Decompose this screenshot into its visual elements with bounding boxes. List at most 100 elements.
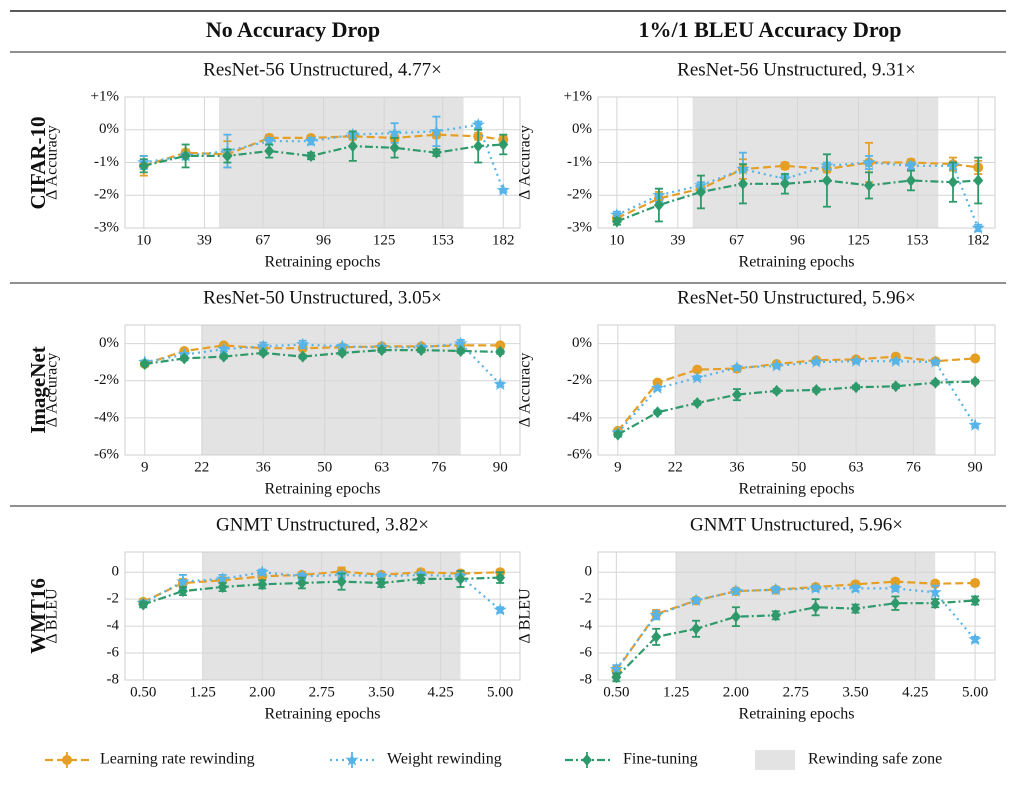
series-line [616, 161, 980, 229]
marker [770, 358, 784, 372]
x-tick-label: 0.50 [603, 684, 629, 700]
marker [176, 574, 190, 588]
chart-title: ResNet-56 Unstructured, 4.77× [203, 59, 442, 80]
marker [431, 146, 442, 159]
x-tick-label: 153 [431, 232, 454, 248]
marker [256, 339, 270, 352]
marker [297, 350, 308, 363]
marker [306, 149, 317, 162]
marker [612, 428, 623, 441]
legend-label: Weight rewinding [387, 751, 502, 768]
row-label: CIFAR-10 [26, 117, 50, 210]
y-tick-label: -6 [580, 644, 593, 660]
x-tick-label: 2.75 [309, 684, 335, 700]
marker [389, 141, 400, 154]
plot-frame [124, 96, 521, 229]
y-axis-label: Δ Accuracy [517, 125, 534, 200]
chart-panel: ResNet-50 Unstructured, 5.96× Retraining … [517, 287, 996, 498]
x-tick-label: 5.00 [487, 684, 513, 700]
marker [848, 581, 863, 594]
x-tick-label: 96 [790, 232, 806, 248]
chart-title: ResNet-50 Unstructured, 3.05× [203, 287, 442, 308]
x-tick-label: 90 [968, 459, 983, 475]
y-tick-label: -2% [567, 187, 592, 203]
column-header: 1%/1 BLEU Accuracy Drop [639, 17, 902, 42]
y-tick-label: -2% [94, 372, 119, 388]
marker [495, 340, 506, 351]
y-tick-label: +1% [91, 88, 119, 104]
legend-label: Learning rate rewinding [100, 751, 255, 768]
marker [689, 593, 703, 607]
marker [296, 576, 307, 589]
y-tick-label: -4% [567, 409, 592, 425]
marker [947, 176, 958, 189]
marker [611, 671, 622, 684]
x-tick-label: 39 [197, 232, 212, 248]
marker [387, 126, 402, 139]
marker [695, 185, 706, 198]
x-tick-label: 50 [317, 459, 332, 475]
x-tick-label: 50 [791, 459, 806, 475]
marker [217, 581, 228, 594]
series-line [615, 587, 976, 670]
x-tick-label: 4.25 [428, 684, 454, 700]
y-tick-label: +1% [564, 88, 592, 104]
x-tick-label: 125 [847, 232, 870, 248]
y-axis-label: Δ Accuracy [44, 125, 61, 200]
marker [862, 155, 876, 169]
marker [928, 585, 942, 599]
series-line [615, 599, 976, 679]
x-axis-label: Retraining epochs [739, 706, 855, 723]
y-tick-label: -4% [94, 409, 119, 425]
marker [968, 418, 982, 431]
x-tick-label: 1.25 [190, 684, 216, 700]
y-axis-label: Δ Accuracy [44, 353, 61, 428]
x-tick-label: 5.00 [962, 684, 988, 700]
marker [255, 565, 269, 578]
marker [930, 597, 941, 610]
series-line [142, 576, 501, 606]
plot-frame [124, 324, 521, 456]
marker [730, 360, 744, 374]
marker [973, 174, 984, 187]
chart-panel: GNMT Unstructured, 3.82× Retraining epoch… [44, 514, 521, 723]
marker [496, 183, 510, 196]
marker [650, 381, 665, 394]
marker [968, 632, 982, 646]
x-tick-label: 3.50 [368, 684, 394, 700]
series-line [143, 143, 504, 167]
marker [217, 342, 231, 355]
x-tick-label: 9 [614, 459, 622, 475]
x-tick-label: 63 [374, 459, 389, 475]
x-tick-label: 36 [729, 459, 745, 475]
chart-panel: ResNet-56 Unstructured, 9.31× Retraining … [517, 59, 996, 271]
marker [376, 344, 387, 357]
x-axis-label: Retraining epochs [265, 254, 381, 271]
chart-title: ResNet-56 Unstructured, 9.31× [677, 59, 916, 80]
marker [730, 610, 741, 623]
marker [890, 380, 901, 393]
chart-panel: GNMT Unstructured, 5.96× Retraining epoch… [517, 514, 996, 723]
marker [769, 582, 783, 596]
marker [611, 215, 622, 228]
x-axis-label: Retraining epochs [739, 254, 855, 271]
marker [222, 149, 233, 162]
marker [692, 364, 703, 375]
marker [264, 145, 275, 158]
marker [495, 345, 506, 358]
series-line [616, 161, 979, 220]
marker [649, 608, 663, 621]
marker [890, 597, 901, 610]
marker [347, 140, 358, 153]
series-line [144, 349, 501, 366]
y-axis-label: Δ BLEU [517, 588, 534, 644]
series-line [617, 380, 976, 436]
marker [609, 662, 623, 675]
series-line [142, 570, 501, 603]
marker [493, 377, 507, 391]
marker [416, 344, 427, 357]
y-tick-label: -6 [107, 644, 120, 660]
column-header: No Accuracy Drop [206, 17, 380, 42]
x-tick-label: 1.25 [663, 684, 689, 700]
marker [863, 179, 874, 192]
